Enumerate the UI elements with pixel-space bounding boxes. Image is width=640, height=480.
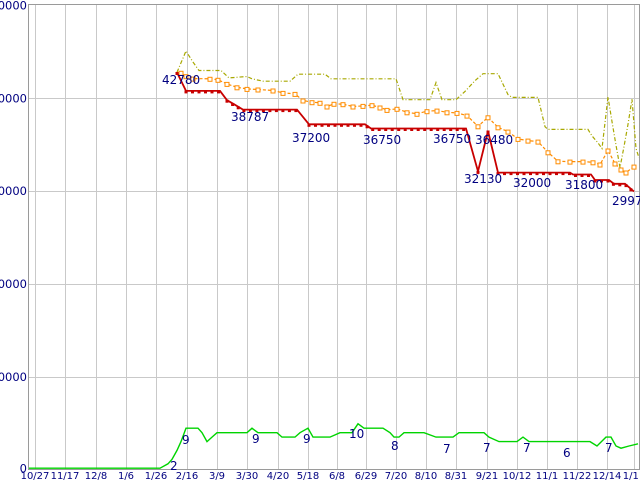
price-label: 42780 [162, 73, 200, 87]
y-axis-label: 0 [20, 462, 27, 476]
y-axis-label: 30000 [0, 184, 27, 198]
store-count-label: 8 [391, 439, 399, 453]
store-count-label: 7 [483, 441, 491, 455]
price-label: 32130 [464, 172, 502, 186]
y-axis-label: 10000 [0, 370, 27, 384]
store-count-label: 9 [182, 433, 190, 447]
x-axis-label: 1/26 [145, 471, 167, 480]
store-count-label: 9 [252, 432, 260, 446]
x-axis-label: 8/10 [415, 471, 437, 480]
price-label: 29970 [612, 194, 640, 208]
highest-price-line [176, 49, 640, 168]
store-count-label: 9 [303, 432, 311, 446]
x-axis-label: 11/22 [563, 471, 592, 480]
store-count-label: 7 [605, 441, 613, 455]
store-count-label: 10 [349, 427, 364, 441]
store-count-label: 2 [170, 459, 178, 473]
store-count-label: 7 [443, 442, 451, 456]
store-count-line [29, 422, 639, 469]
price-label: 37200 [292, 131, 330, 145]
store-count-label: 7 [523, 441, 531, 455]
price-label: 31800 [565, 178, 603, 192]
lowest-price-line-markers [175, 72, 633, 192]
x-axis-label: 4/20 [267, 471, 289, 480]
y-axis-label: 20000 [0, 277, 27, 291]
average-price-line-markers [178, 70, 637, 176]
x-axis-label: 11/1 [536, 471, 558, 480]
gridlines [28, 5, 639, 470]
x-axis-label: 10/12 [503, 471, 532, 480]
x-axis-label: 1/6 [118, 471, 134, 480]
x-axis-label: 1/11 [623, 471, 640, 480]
x-axis-label: 8/31 [445, 471, 467, 480]
x-axis-label: 7/20 [385, 471, 407, 480]
price-label: 32000 [513, 176, 551, 190]
store-count-label: 6 [563, 446, 571, 460]
x-axis-label: 6/29 [355, 471, 377, 480]
x-axis-label: 3/9 [209, 471, 225, 480]
x-axis-label: 3/30 [236, 471, 258, 480]
x-axis-label: 11/17 [51, 471, 80, 480]
price-label: 38787 [231, 110, 269, 124]
price-label: 36750 [433, 132, 471, 146]
price-label: 36750 [363, 133, 401, 147]
x-axis-label: 2/16 [176, 471, 198, 480]
x-axis-label: 6/8 [329, 471, 345, 480]
x-axis-label: 12/8 [85, 471, 107, 480]
price-label: 36480 [475, 133, 513, 147]
y-axis-label: 40000 [0, 91, 27, 105]
y-axis-label: 50000 [0, 0, 27, 13]
x-axis-label: 9/21 [476, 471, 498, 480]
x-axis-label: 5/18 [297, 471, 319, 480]
x-axis-label: 12/14 [593, 471, 622, 480]
x-axis-label: 10/27 [21, 471, 50, 480]
